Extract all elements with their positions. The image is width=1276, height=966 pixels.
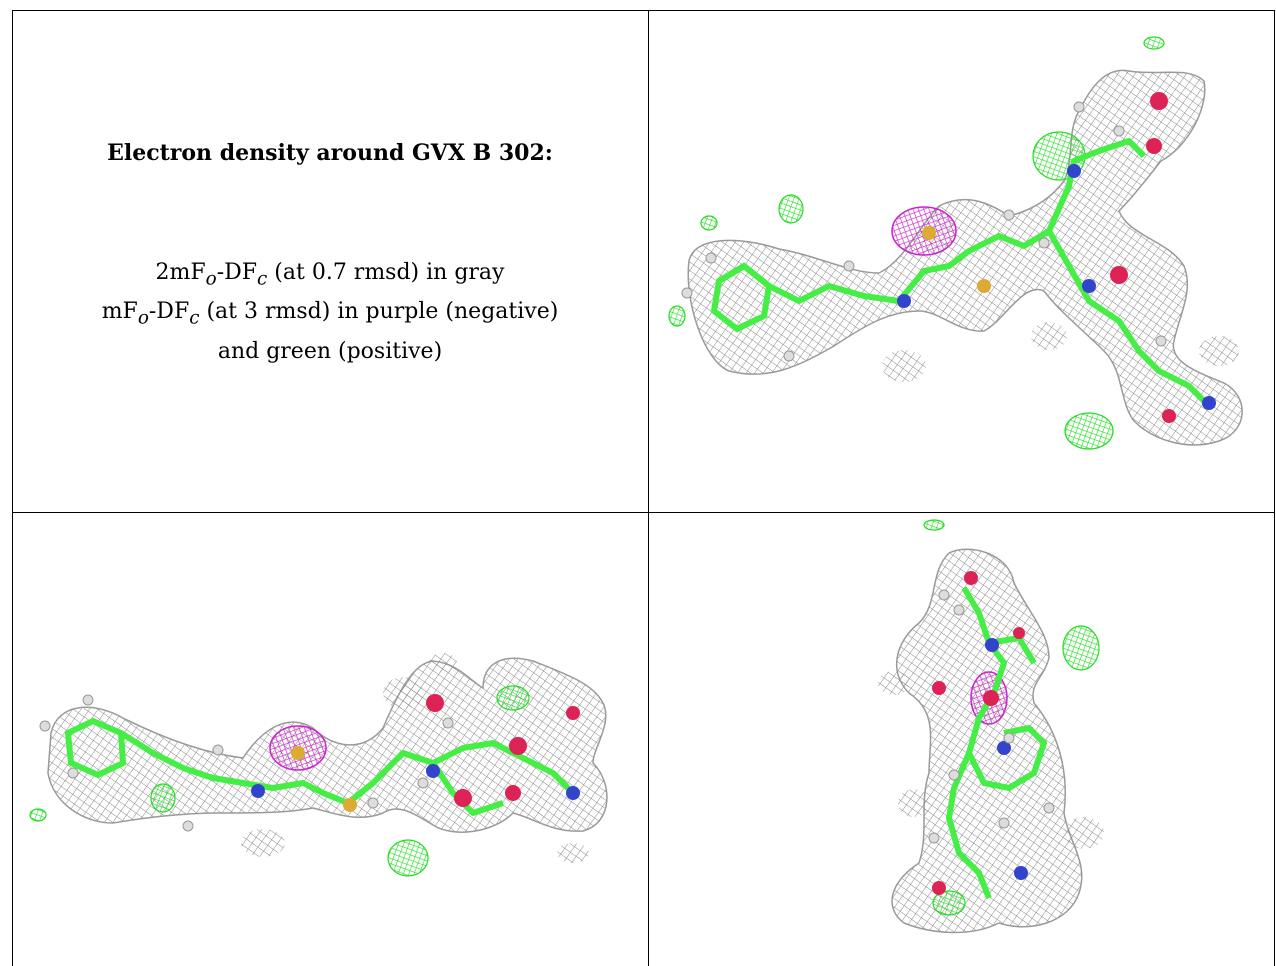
density-mesh-2mfo — [687, 69, 1243, 446]
density-view-bottom-left — [13, 513, 648, 966]
legend-line-2mfo-dfc: 2mFo-DFc (at 0.7 rmsd) in gray — [155, 260, 505, 290]
density-view-top-right — [649, 11, 1274, 512]
caption-legend: 2mFo-DFc (at 0.7 rmsd) in gray mFo-DFc (… — [12, 256, 648, 368]
density-view-bottom-right — [649, 513, 1274, 966]
grid-line-middle-vertical — [648, 10, 649, 966]
caption-title: Electron density around GVX B 302: — [107, 140, 553, 166]
figure-caption: Electron density around GVX B 302: 2mFo-… — [12, 10, 648, 512]
grid-line-right — [1274, 10, 1275, 966]
legend-line-mfo-dfc: mFo-DFc (at 3 rmsd) in purple (negative) — [101, 299, 559, 329]
grid-line-middle-horizontal — [12, 512, 1274, 513]
density-mesh-2mfo — [891, 548, 1083, 934]
grid-line-top — [12, 10, 1274, 11]
density-mesh-2mfo — [47, 657, 608, 833]
grid-line-left — [12, 10, 13, 966]
legend-line-colors: and green (positive) — [217, 338, 443, 364]
